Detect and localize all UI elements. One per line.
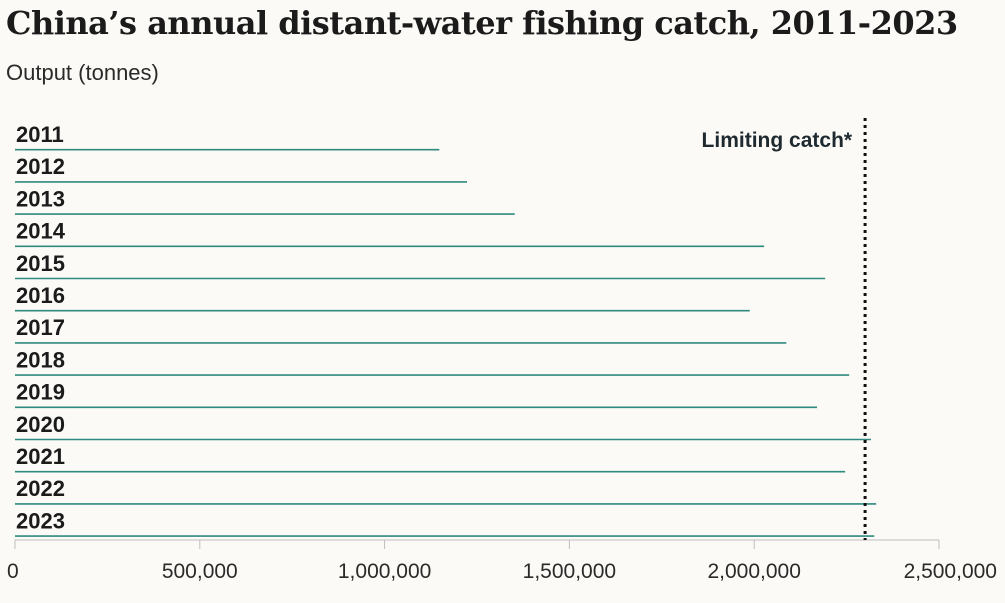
category-label: 2011 xyxy=(16,122,64,147)
x-tick-label: 2,500,000 xyxy=(904,560,997,583)
category-label: 2018 xyxy=(16,347,65,372)
category-label: 2022 xyxy=(16,476,65,501)
category-label: 2012 xyxy=(16,154,65,179)
chart-title: China’s annual distant-water fishing cat… xyxy=(6,4,958,42)
category-label: 2016 xyxy=(16,283,65,308)
x-tick-label: 500,000 xyxy=(162,560,238,583)
category-label: 2021 xyxy=(16,444,65,469)
category-label: 2017 xyxy=(16,315,65,340)
chart-subtitle: Output (tonnes) xyxy=(6,60,159,85)
x-tick-label: 0 xyxy=(7,560,19,583)
category-label: 2023 xyxy=(16,508,65,533)
x-tick-label: 1,000,000 xyxy=(338,560,431,583)
category-label: 2014 xyxy=(16,219,66,244)
x-tick-label: 2,000,000 xyxy=(707,560,800,583)
reference-line-label: Limiting catch* xyxy=(702,129,853,152)
category-label: 2019 xyxy=(16,380,65,405)
category-label: 2015 xyxy=(16,251,65,276)
x-tick-label: 1,500,000 xyxy=(523,560,616,583)
category-label: 2013 xyxy=(16,186,65,211)
category-label: 2020 xyxy=(16,412,65,437)
